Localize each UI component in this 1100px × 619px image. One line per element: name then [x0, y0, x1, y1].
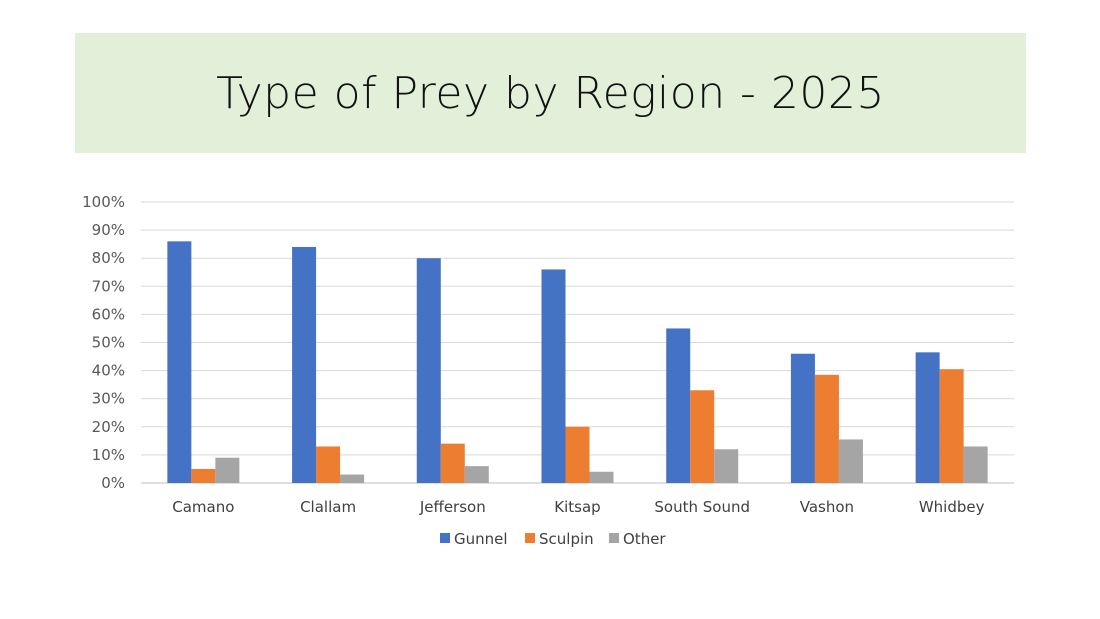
category-label: South Sound — [654, 498, 750, 516]
bar-sculpin-jefferson — [440, 443, 465, 483]
x-axis-categories: Camano Clallam Jefferson Kitsap South Sound V… — [172, 498, 984, 516]
legend-label-gunnel: Gunnel — [454, 530, 508, 548]
y-tick-label: 90% — [92, 221, 125, 239]
bar-other-clallam — [340, 474, 365, 483]
y-tick-label: 40% — [92, 362, 125, 380]
category-label: Clallam — [300, 498, 356, 516]
bar-gunnel-camano — [167, 241, 192, 483]
y-tick-label: 80% — [92, 249, 125, 267]
category-label: Kitsap — [554, 498, 600, 516]
category-label: Camano — [172, 498, 234, 516]
bar-sculpin-vashon — [814, 374, 839, 483]
legend-swatch-sculpin — [525, 533, 535, 543]
title-band: Type of Prey by Region - 2025 — [75, 33, 1026, 153]
bar-other-whidbey — [963, 446, 988, 483]
bar-gunnel-clallam — [292, 246, 317, 483]
y-tick-label: 70% — [92, 277, 125, 295]
bar-other-south-sound — [714, 449, 739, 483]
y-tick-label: 0% — [101, 474, 125, 492]
y-tick-label: 30% — [92, 390, 125, 408]
bar-other-vashon — [838, 439, 863, 483]
legend-swatch-gunnel — [440, 533, 450, 543]
category-label: Vashon — [800, 498, 854, 516]
bar-other-kitsap — [589, 471, 614, 483]
bar-sculpin-camano — [191, 468, 216, 483]
bar-other-jefferson — [464, 466, 489, 483]
legend-swatch-other — [609, 533, 619, 543]
y-tick-label: 10% — [92, 446, 125, 464]
bar-gunnel-vashon — [790, 353, 815, 483]
y-tick-label: 20% — [92, 418, 125, 436]
bar-sculpin-kitsap — [565, 426, 590, 483]
category-label: Jefferson — [419, 498, 486, 516]
gridlines — [141, 201, 1014, 484]
bar-gunnel-south-sound — [666, 328, 691, 483]
legend-label-sculpin: Sculpin — [539, 530, 594, 548]
bar-sculpin-clallam — [316, 446, 341, 483]
y-tick-label: 50% — [92, 334, 125, 352]
bar-gunnel-jefferson — [416, 258, 441, 483]
bar-sculpin-whidbey — [939, 369, 964, 483]
y-tick-label: 60% — [92, 305, 125, 323]
bar-other-camano — [215, 457, 240, 483]
chart-title: Type of Prey by Region - 2025 — [216, 67, 885, 119]
legend-label-other: Other — [623, 530, 666, 548]
category-label: Whidbey — [919, 498, 985, 516]
bar-gunnel-kitsap — [541, 269, 566, 483]
bar-sculpin-south-sound — [690, 390, 715, 483]
y-tick-label: 100% — [82, 193, 125, 211]
y-axis-ticks: 0% 10% 20% 30% 40% 50% 60% 70% 80% 90% 100% — [82, 193, 125, 492]
legend: Gunnel Sculpin Other — [440, 530, 666, 548]
bar-gunnel-whidbey — [915, 352, 940, 483]
bars — [167, 241, 988, 483]
